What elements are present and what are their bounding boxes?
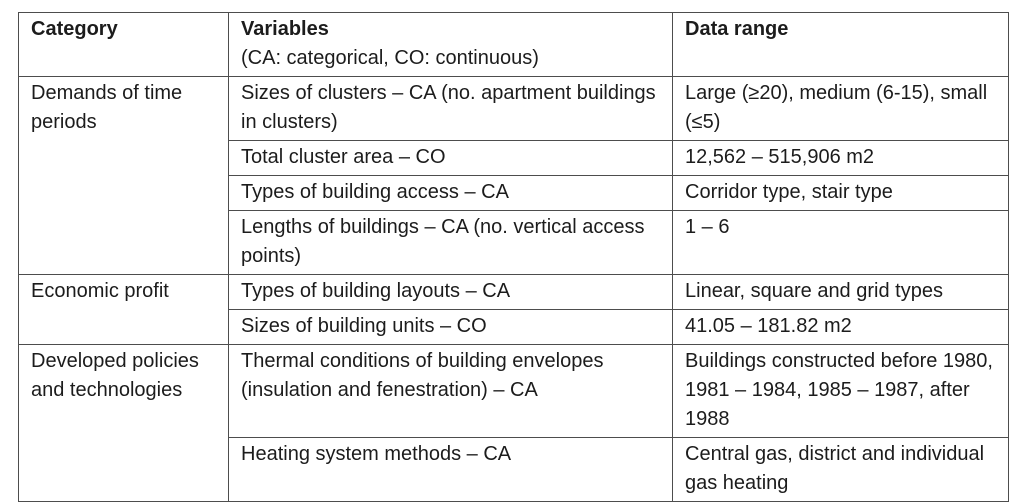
category-cell-economic: Economic profit: [18, 274, 229, 345]
table-row: Types of building access – CA Corridor t…: [19, 175, 1009, 211]
variable-cell: Types of building layouts – CA: [228, 274, 673, 310]
header-cell-variables: Variables (CA: categorical, CO: continuo…: [228, 12, 673, 77]
variable-cell: Thermal conditions of building envelopes…: [228, 344, 673, 438]
header-variables-label: Variables: [241, 18, 329, 40]
variable-cell: Sizes of clusters – CA (no. apartment bu…: [228, 76, 673, 141]
table-row: Demands of time periods Sizes of cluster…: [18, 76, 1009, 275]
header-category-label: Category: [31, 18, 118, 40]
variable-cell: Types of building access – CA: [228, 175, 673, 211]
table-row: Total cluster area – CO 12,562 – 515,906…: [19, 140, 1009, 176]
header-data-range-label: Data range: [685, 18, 789, 40]
range-cell: Large (≥20), medium (6-15), small (≤5): [672, 76, 1009, 141]
range-cell: 41.05 – 181.82 m2: [672, 309, 1009, 345]
variables-table: Category Variables (CA: categorical, CO:…: [18, 12, 1009, 502]
table-row: Sizes of building units – CO 41.05 – 181…: [19, 309, 1009, 345]
table-row: Lengths of buildings – CA (no. vertical …: [19, 210, 1009, 275]
variable-cell: Sizes of building units – CO: [228, 309, 673, 345]
variable-cell: Heating system methods – CA: [228, 437, 673, 502]
header-cell-category: Category: [18, 12, 229, 77]
range-cell: Corridor type, stair type: [672, 175, 1009, 211]
header-row: Category Variables (CA: categorical, CO:…: [18, 12, 1009, 77]
range-cell: Central gas, district and individual gas…: [672, 437, 1009, 502]
range-cell: 12,562 – 515,906 m2: [672, 140, 1009, 176]
header-cell-data-range: Data range: [672, 12, 1009, 77]
variable-cell: Total cluster area – CO: [228, 140, 673, 176]
range-cell: 1 – 6: [672, 210, 1009, 275]
table-row: Economic profit Types of building layout…: [18, 274, 1009, 345]
category-cell-policies: Developed policies and technologies: [18, 344, 229, 502]
table-row: Developed policies and technologies Ther…: [18, 344, 1009, 502]
range-cell: Linear, square and grid types: [672, 274, 1009, 310]
category-cell-demands: Demands of time periods: [18, 76, 229, 275]
range-cell: Buildings constructed before 1980, 1981 …: [672, 344, 1009, 438]
header-variables-note: (CA: categorical, CO: continuous): [241, 47, 539, 69]
variable-cell: Lengths of buildings – CA (no. vertical …: [228, 210, 673, 275]
